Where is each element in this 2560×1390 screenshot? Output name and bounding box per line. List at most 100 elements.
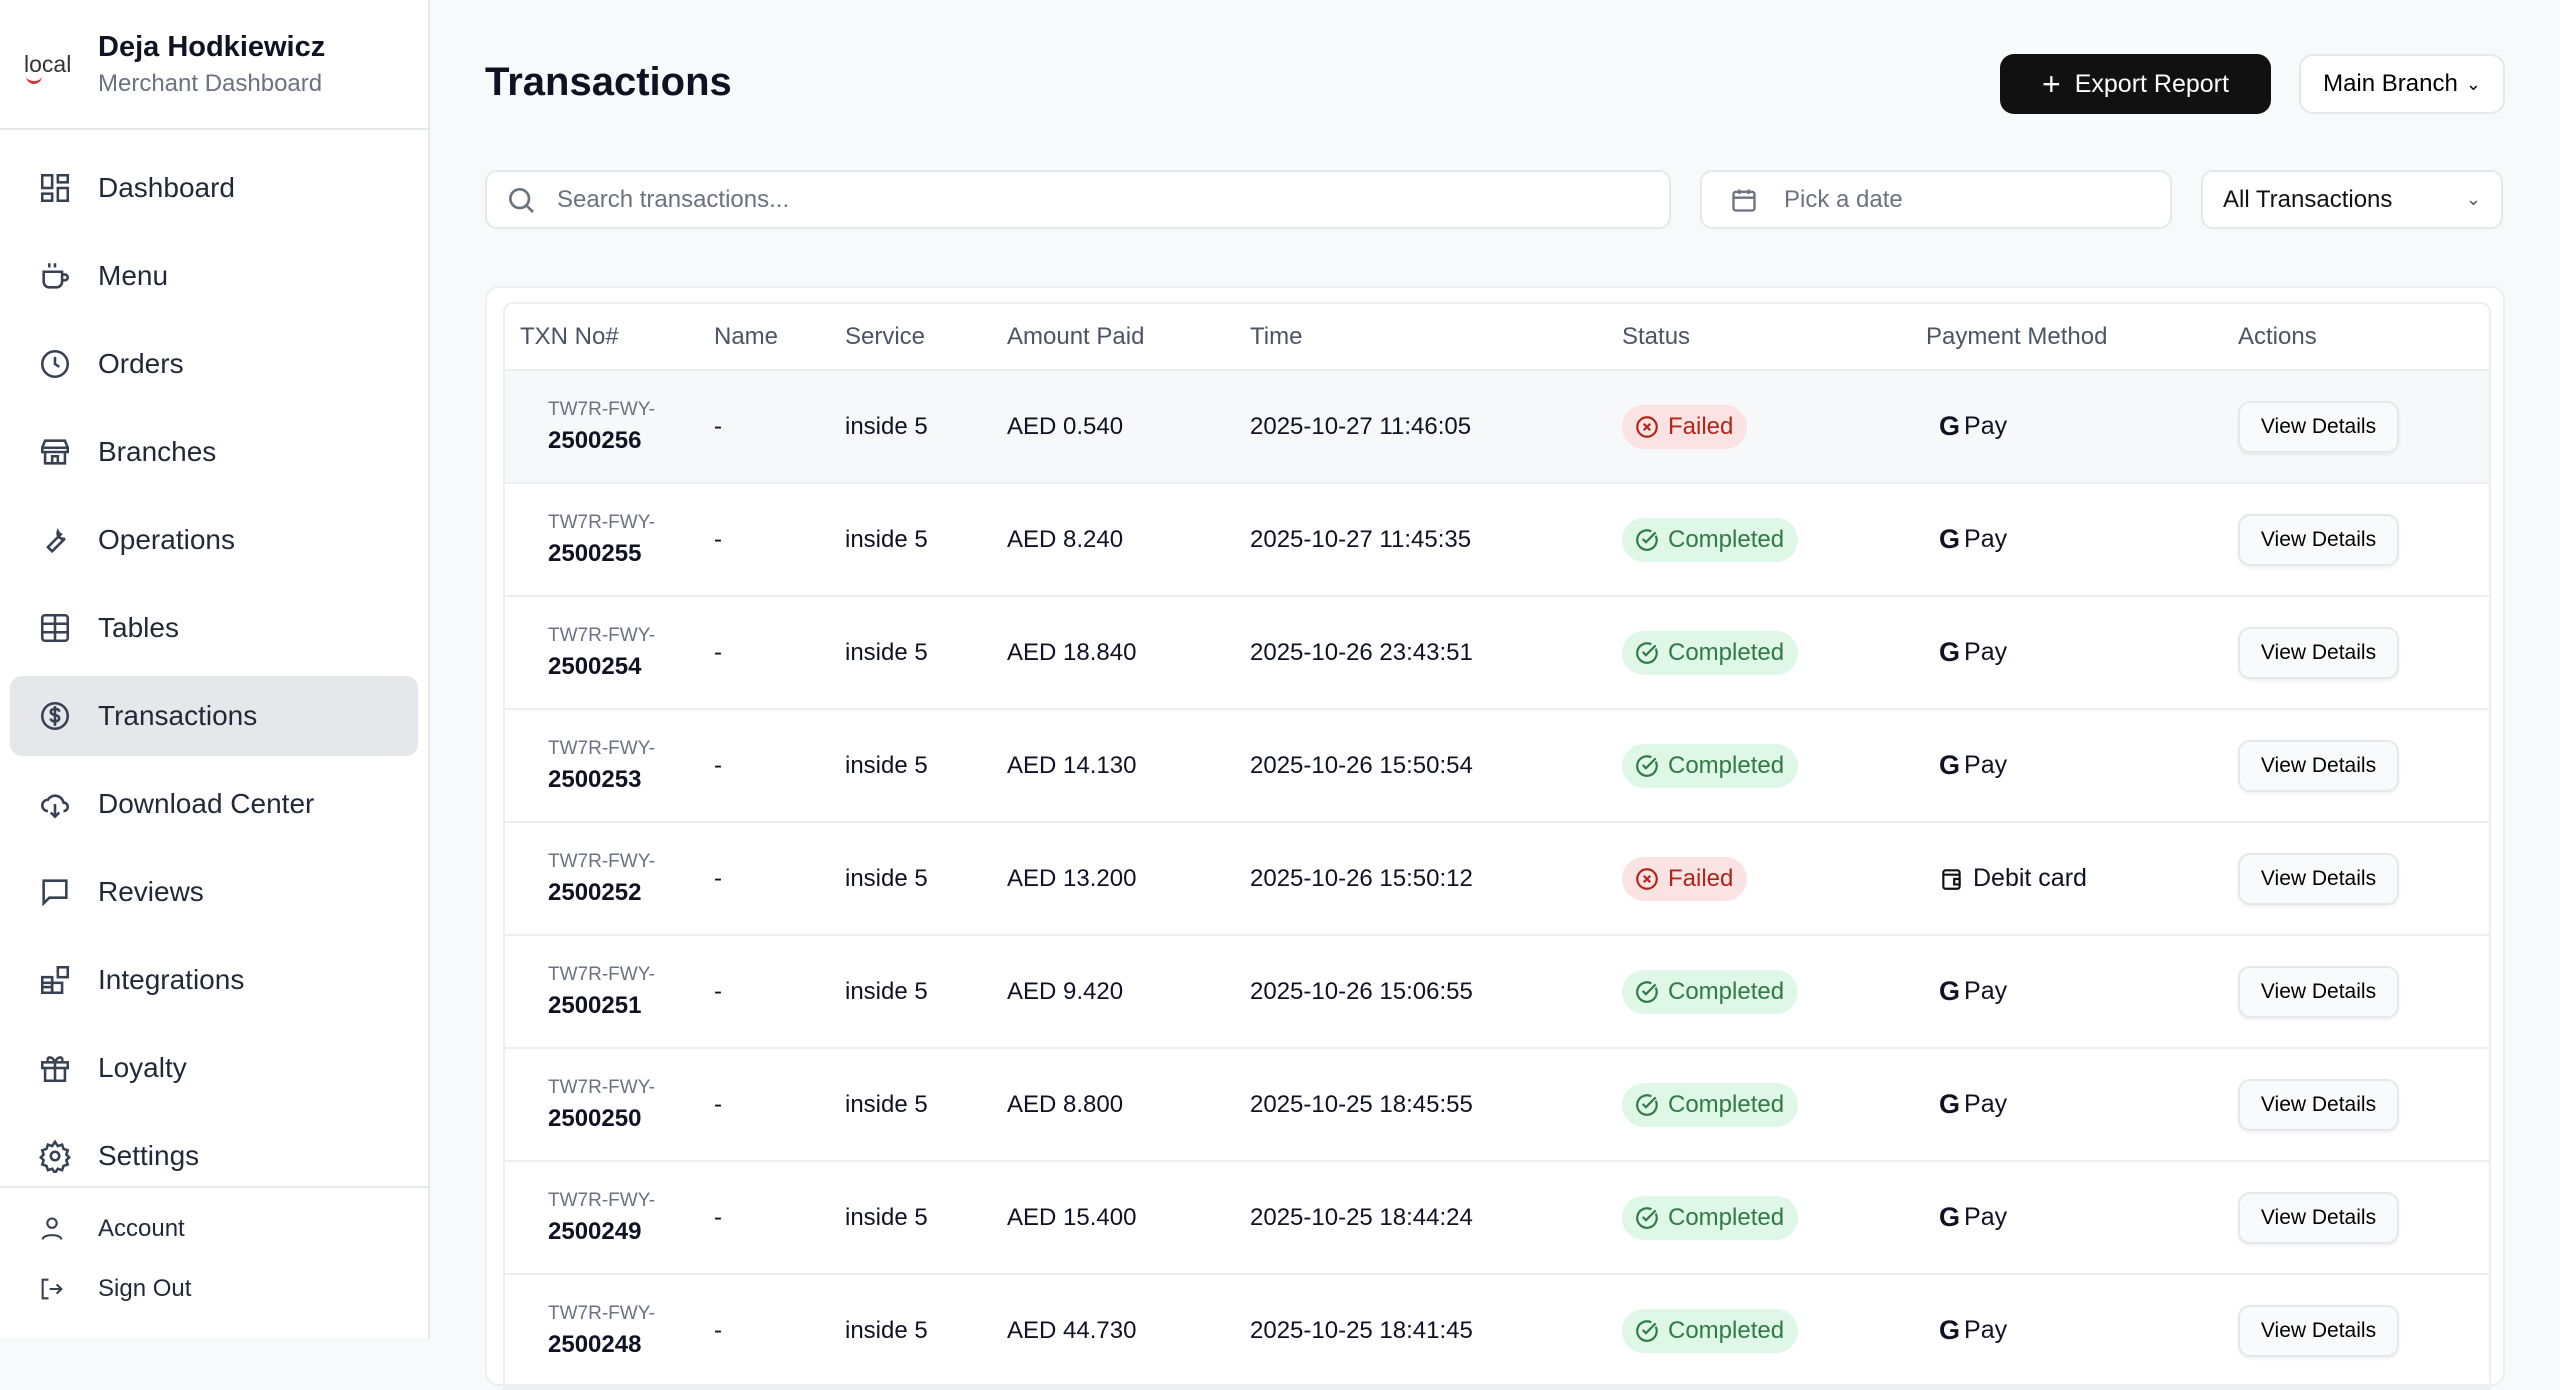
column-header: TXN No#	[520, 322, 619, 350]
sidebar-item-label: Tables	[98, 612, 179, 643]
status-cell: Completed	[1607, 1082, 1911, 1127]
google-g-icon: G	[1939, 637, 1961, 667]
actions-cell: View Details	[2223, 739, 2489, 792]
service: inside 5	[845, 412, 928, 440]
page-title: Transactions	[485, 60, 732, 104]
sidebar-item-loyalty[interactable]: Loyalty	[10, 1028, 418, 1108]
sidebar-item-tables[interactable]: Tables	[10, 588, 418, 668]
clock-icon	[40, 349, 70, 379]
sidebar-item-dashboard[interactable]: Dashboard	[10, 148, 418, 228]
txn-id: 2500249	[548, 1217, 642, 1245]
view-details-button[interactable]: View Details	[2238, 965, 2399, 1018]
check-circle-icon	[1636, 1319, 1658, 1342]
customer-name: -	[714, 864, 722, 892]
view-details-button[interactable]: View Details	[2238, 1304, 2399, 1357]
account-link[interactable]: Account	[10, 1200, 418, 1258]
txn-id: 2500255	[548, 539, 642, 567]
status-badge: Completed	[1622, 1308, 1799, 1353]
search-icon	[508, 187, 534, 213]
txn-number: TW7R-FWY- 2500249	[505, 1190, 699, 1246]
view-details-button[interactable]: View Details	[2238, 1078, 2399, 1131]
search-input[interactable]: Search transactions...	[485, 170, 1671, 229]
actions-cell: View Details	[2223, 1078, 2489, 1131]
txn-number: TW7R-FWY- 2500255	[505, 512, 699, 568]
table-row[interactable]: TW7R-FWY- 2500248 - inside 5 AED 44.730 2…	[505, 1275, 2489, 1388]
txn-prefix: TW7R-FWY-	[548, 737, 655, 759]
sign-out-link[interactable]: Sign Out	[10, 1260, 418, 1318]
table-icon	[40, 613, 70, 643]
store-icon	[40, 439, 70, 465]
view-details-button[interactable]: View Details	[2238, 513, 2399, 566]
status-label: Completed	[1668, 638, 1785, 666]
table-row[interactable]: TW7R-FWY- 2500249 - inside 5 AED 15.400 2…	[505, 1162, 2489, 1275]
txn-prefix: TW7R-FWY-	[548, 398, 655, 420]
wrench-icon	[46, 527, 66, 554]
status-cell: Completed	[1607, 1195, 1911, 1240]
status-cell: Failed	[1607, 404, 1911, 449]
wallet-icon	[1942, 868, 1961, 890]
check-circle-icon	[1636, 641, 1658, 664]
dollar-circle-icon	[40, 701, 70, 731]
sidebar-item-branches[interactable]: Branches	[10, 412, 418, 492]
column-header: Payment Method	[1926, 322, 2108, 350]
customer-name: -	[714, 412, 722, 440]
amount-paid: AED 13.200	[1007, 864, 1137, 892]
view-details-button[interactable]: View Details	[2238, 400, 2399, 453]
table-row[interactable]: TW7R-FWY- 2500250 - inside 5 AED 8.800 20…	[505, 1049, 2489, 1162]
table-row[interactable]: TW7R-FWY- 2500252 - inside 5 AED 13.200 2…	[505, 823, 2489, 936]
google-g-icon: G	[1939, 750, 1961, 780]
check-circle-icon	[1636, 1206, 1658, 1229]
payment-method: Pay	[1964, 1203, 2008, 1231]
actions-cell: View Details	[2223, 400, 2489, 453]
export-report-button[interactable]: + Export Report	[2000, 54, 2271, 114]
payment-cell: G Pay	[1911, 524, 2223, 555]
type-label: All Transactions	[2223, 185, 2393, 213]
branch-select[interactable]: Main Branch ⌄	[2299, 54, 2505, 114]
column-header: Name	[714, 322, 779, 350]
view-details-button[interactable]: View Details	[2238, 739, 2399, 792]
table-row[interactable]: TW7R-FWY- 2500251 - inside 5 AED 9.420 20…	[505, 936, 2489, 1049]
txn-number: TW7R-FWY- 2500254	[505, 625, 699, 681]
calendar-icon	[1732, 189, 1756, 212]
user-icon	[41, 1217, 63, 1240]
service: inside 5	[845, 977, 928, 1005]
account-label: Account	[98, 1215, 185, 1242]
sidebar-item-label: Loyalty	[98, 1052, 187, 1083]
x-circle-icon	[1636, 415, 1658, 438]
view-details-button[interactable]: View Details	[2238, 852, 2399, 905]
sidebar-item-transactions[interactable]: Transactions	[10, 676, 418, 756]
time: 2025-10-25 18:45:55	[1250, 1090, 1473, 1118]
sidebar-item-menu[interactable]: Menu	[10, 236, 418, 316]
sidebar-item-reviews[interactable]: Reviews	[10, 852, 418, 932]
sidebar-item-operations[interactable]: Operations	[10, 500, 418, 580]
payment-method: Pay	[1964, 638, 2008, 666]
txn-prefix: TW7R-FWY-	[548, 1302, 655, 1324]
amount-paid: AED 8.800	[1007, 1090, 1124, 1118]
service: inside 5	[845, 751, 928, 779]
payment-cell: G Pay	[1911, 637, 2223, 668]
sidebar-item-label: Dashboard	[98, 172, 235, 203]
date-picker[interactable]: Pick a date	[1700, 170, 2172, 229]
sidebar-item-download-center[interactable]: Download Center	[10, 764, 418, 844]
column-header: Amount Paid	[1007, 322, 1145, 350]
customer-name: -	[714, 525, 722, 553]
table-row[interactable]: TW7R-FWY- 2500255 - inside 5 AED 8.240 20…	[505, 484, 2489, 597]
time: 2025-10-26 15:50:12	[1250, 864, 1473, 892]
table-row[interactable]: TW7R-FWY- 2500253 - inside 5 AED 14.130 2…	[505, 710, 2489, 823]
payment-cell: G Pay	[1911, 1315, 2223, 1346]
status-badge: Completed	[1622, 630, 1799, 675]
x-circle-icon	[1636, 867, 1658, 890]
sidebar-item-orders[interactable]: Orders	[10, 324, 418, 404]
txn-id: 2500253	[548, 765, 642, 793]
column-header: Service	[845, 322, 926, 350]
view-details-button[interactable]: View Details	[2238, 626, 2399, 679]
table-row[interactable]: TW7R-FWY- 2500254 - inside 5 AED 18.840 2…	[505, 597, 2489, 710]
table-row[interactable]: TW7R-FWY- 2500256 - inside 5 AED 0.540 20…	[505, 371, 2489, 484]
status-label: Completed	[1668, 1316, 1785, 1344]
sidebar-item-integrations[interactable]: Integrations	[10, 940, 418, 1020]
status-badge: Completed	[1622, 1082, 1799, 1127]
sidebar-item-settings[interactable]: Settings	[10, 1116, 418, 1196]
customer-name: -	[714, 1203, 722, 1231]
transaction-type-select[interactable]: All Transactions ⌄	[2201, 170, 2503, 229]
view-details-button[interactable]: View Details	[2238, 1191, 2399, 1244]
